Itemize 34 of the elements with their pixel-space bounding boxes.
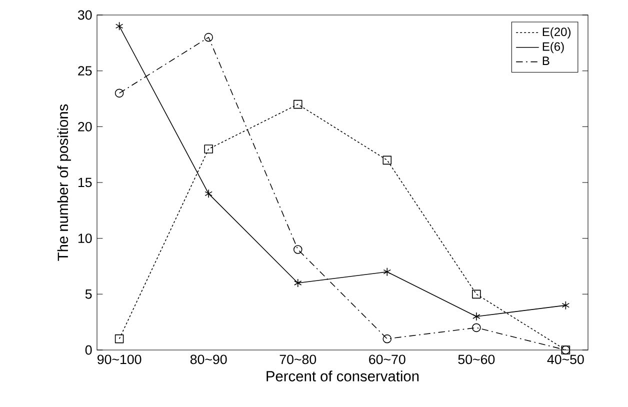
- point: [204, 32, 213, 42]
- x-tick-label: 80~90: [190, 354, 227, 364]
- x-tick-label: 90~100: [98, 354, 142, 364]
- point: [204, 144, 213, 154]
- y-tick-label: 0: [85, 345, 92, 355]
- point: [472, 323, 481, 332]
- point: [114, 88, 124, 98]
- point: [293, 100, 302, 109]
- x-axis-title: Percent of conservation: [266, 370, 419, 382]
- legend-label: E(20): [542, 27, 571, 38]
- y-tick-label: 30: [78, 10, 92, 20]
- point: [114, 334, 124, 344]
- point: [472, 290, 481, 299]
- y-tick-label: 25: [78, 66, 92, 76]
- x-tick-label: 40~50: [547, 354, 584, 364]
- point: [472, 312, 480, 321]
- y-tick-label: 20: [78, 122, 92, 132]
- point: [383, 267, 392, 276]
- x-tick-label: 60~70: [369, 354, 406, 364]
- point: [294, 278, 302, 288]
- y-tick-label: 10: [78, 234, 92, 244]
- y-tick-label: 5: [85, 290, 92, 299]
- legend-label: E(6): [542, 42, 564, 54]
- point: [382, 156, 392, 165]
- x-tick-label: 70~80: [280, 354, 316, 364]
- point: [204, 189, 212, 198]
- y-tick-label: 15: [78, 178, 92, 188]
- point: [382, 334, 392, 344]
- y-axis-title: The number of positions: [57, 104, 71, 261]
- point: [293, 245, 302, 254]
- legend-label: B: [542, 56, 550, 65]
- point: [115, 22, 124, 31]
- point: [562, 300, 570, 310]
- x-tick-label: 50~60: [458, 354, 495, 364]
